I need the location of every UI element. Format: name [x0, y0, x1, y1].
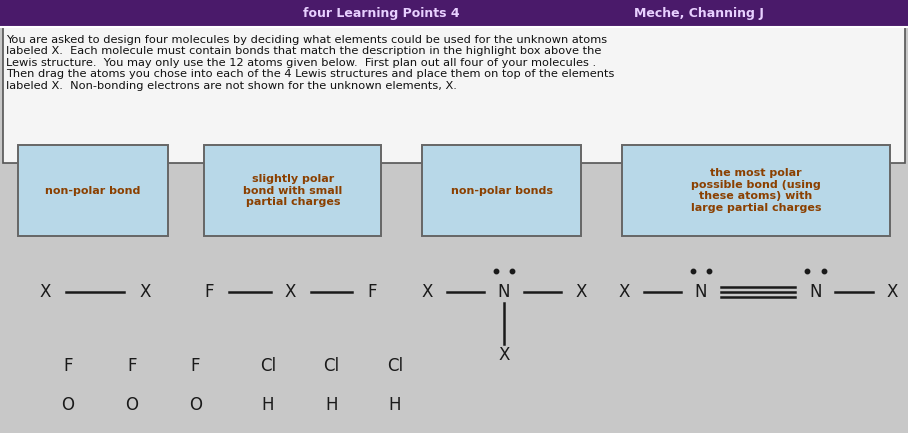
- Text: N: N: [498, 283, 510, 301]
- Bar: [204, 145, 381, 236]
- Bar: [3, 27, 905, 163]
- Bar: [18, 145, 168, 236]
- Bar: [422, 145, 581, 236]
- Text: Cl: Cl: [260, 357, 276, 375]
- Text: Cl: Cl: [387, 357, 403, 375]
- Text: H: H: [325, 396, 338, 414]
- Text: Meche, Channing J: Meche, Channing J: [634, 7, 765, 20]
- Text: X: X: [421, 283, 432, 301]
- Text: O: O: [125, 396, 138, 414]
- Text: O: O: [62, 396, 74, 414]
- Text: N: N: [695, 283, 707, 301]
- Text: F: F: [204, 283, 213, 301]
- Text: X: X: [285, 283, 296, 301]
- Text: F: F: [64, 357, 73, 375]
- Text: X: X: [140, 283, 151, 301]
- Text: F: F: [191, 357, 200, 375]
- Text: non-polar bond: non-polar bond: [45, 185, 141, 196]
- Text: non-polar bonds: non-polar bonds: [450, 185, 553, 196]
- Text: X: X: [576, 283, 587, 301]
- Text: four Learning Points 4: four Learning Points 4: [303, 7, 459, 20]
- Text: O: O: [189, 396, 202, 414]
- Bar: [0, 0, 908, 27]
- Text: Cl: Cl: [323, 357, 340, 375]
- Text: N: N: [809, 283, 822, 301]
- Text: X: X: [618, 283, 629, 301]
- Text: F: F: [127, 357, 136, 375]
- Text: X: X: [498, 346, 509, 364]
- Text: H: H: [262, 396, 274, 414]
- Text: F: F: [368, 283, 377, 301]
- Text: H: H: [389, 396, 401, 414]
- Bar: [622, 145, 890, 236]
- Text: You are asked to design four molecules by deciding what elements could be used f: You are asked to design four molecules b…: [6, 35, 615, 91]
- Text: X: X: [40, 283, 51, 301]
- Text: slightly polar
bond with small
partial charges: slightly polar bond with small partial c…: [243, 174, 342, 207]
- Text: the most polar
possible bond (using
these atoms) with
large partial charges: the most polar possible bond (using thes…: [691, 168, 821, 213]
- Text: X: X: [887, 283, 898, 301]
